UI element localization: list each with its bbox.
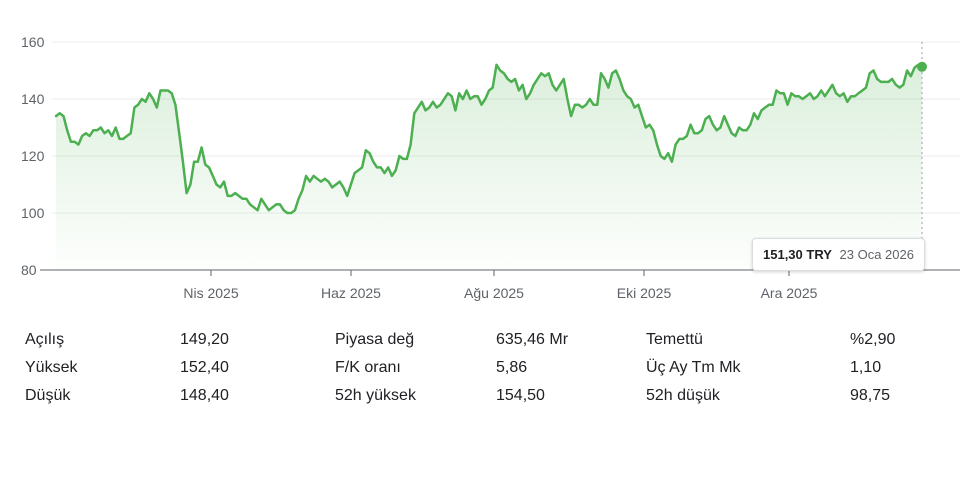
stat-value: %2,90 bbox=[850, 331, 896, 348]
stat-label: Üç Ay Tm Mk bbox=[646, 359, 741, 376]
price-area bbox=[56, 64, 922, 270]
stats-column-2: Piyasa değ 635,46 Mr F/K oranı 5,86 52h … bbox=[335, 326, 615, 410]
stat-value: 149,20 bbox=[180, 331, 229, 348]
stat-row-open: Açılış 149,20 bbox=[25, 326, 275, 354]
x-tick-label: Haz 2025 bbox=[321, 285, 381, 301]
stat-label: F/K oranı bbox=[335, 359, 401, 376]
x-tick-label: Ağu 2025 bbox=[464, 285, 524, 301]
x-tick-label: Eki 2025 bbox=[617, 285, 672, 301]
stat-value: 148,40 bbox=[180, 387, 229, 404]
stat-value: 5,86 bbox=[496, 359, 528, 376]
price-chart-svg: 160 140 120 100 80 Nis 2025 Haz 2025 Ağu 2025 Ek… bbox=[21, 34, 960, 301]
stat-row-market-cap: Piyasa değ 635,46 Mr bbox=[335, 326, 615, 354]
stat-row-pe-ratio: F/K oranı 5,86 bbox=[335, 354, 615, 382]
y-tick-label: 120 bbox=[21, 148, 45, 164]
stats-column-1: Açılış 149,20 Yüksek 152,40 Düşük 148,40 bbox=[25, 326, 275, 410]
stat-row-52w-high: 52h yüksek 154,50 bbox=[335, 382, 615, 410]
stat-row-dividend: Temettü %2,90 bbox=[646, 326, 936, 354]
stat-label: Yüksek bbox=[25, 359, 78, 376]
stat-row-high: Yüksek 152,40 bbox=[25, 354, 275, 382]
x-tick-label: Ara 2025 bbox=[761, 285, 818, 301]
stat-value: 98,75 bbox=[850, 387, 891, 404]
price-chart: 160 140 120 100 80 Nis 2025 Haz 2025 Ağu 2025 Ek… bbox=[21, 34, 960, 301]
y-tick-label: 100 bbox=[21, 205, 45, 221]
stat-label: Düşük bbox=[25, 387, 71, 404]
price-tooltip: 151,30 TRY 23 Oca 2026 bbox=[752, 238, 925, 271]
tooltip-price: 151,30 TRY bbox=[763, 247, 832, 262]
stat-row-low: Düşük 148,40 bbox=[25, 382, 275, 410]
y-tick-label: 80 bbox=[21, 262, 37, 278]
x-tick-label: Nis 2025 bbox=[183, 285, 238, 301]
stat-row-quarterly-div: Üç Ay Tm Mk 1,10 bbox=[646, 354, 936, 382]
y-tick-label: 160 bbox=[21, 34, 45, 50]
stat-label: 52h yüksek bbox=[335, 387, 416, 404]
stat-value: 154,50 bbox=[496, 387, 545, 404]
stat-label: Temettü bbox=[646, 331, 703, 348]
tooltip-date: 23 Oca 2026 bbox=[839, 247, 914, 262]
price-line bbox=[54, 63, 924, 215]
stat-row-52w-low: 52h düşük 98,75 bbox=[646, 382, 936, 410]
stat-value: 1,10 bbox=[850, 359, 882, 376]
hover-point bbox=[917, 61, 927, 72]
y-tick-label: 140 bbox=[21, 91, 45, 107]
stat-label: 52h düşük bbox=[646, 387, 720, 404]
stat-label: Açılış bbox=[25, 331, 65, 348]
stat-value: 635,46 Mr bbox=[496, 331, 569, 348]
stats-column-3: Temettü %2,90 Üç Ay Tm Mk 1,10 52h düşük… bbox=[646, 326, 936, 410]
stat-label: Piyasa değ bbox=[335, 331, 415, 348]
stat-value: 152,40 bbox=[180, 359, 229, 376]
